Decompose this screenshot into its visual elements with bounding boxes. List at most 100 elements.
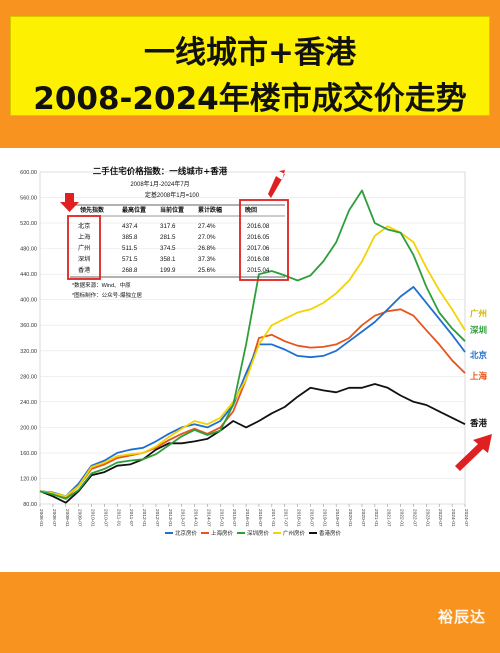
- end-label-beijing: 北京: [470, 350, 488, 360]
- down-arrow-icon-left: [60, 193, 79, 212]
- x-tick-label: 2014-07: [205, 509, 211, 527]
- inset-cell: 358.1: [160, 256, 176, 263]
- x-tick-label: 2013-07: [180, 509, 186, 527]
- legend-label-shenzhen: 深圳房价: [247, 529, 270, 537]
- x-tick-label: 2023-07: [437, 509, 443, 527]
- x-tick-label: 2008-07: [51, 509, 57, 527]
- inset-cell: 上海: [78, 233, 90, 241]
- x-tick-label: 2019-07: [334, 509, 340, 527]
- line-chart: 600.00 560.00 520.00 480.00 440.00 400.00 360.…: [20, 166, 492, 537]
- end-label-hongkong: 香港: [469, 418, 488, 428]
- x-tick-label: 2017-01: [270, 509, 276, 527]
- inset-subtitle-1: 2008年1月-2024年7月: [130, 180, 189, 188]
- series-line-hongkong: [39, 383, 466, 504]
- inset-cell: 26.8%: [198, 245, 216, 252]
- inset-note-1: *数据来源：Wind、中原: [72, 281, 131, 289]
- inset-cell: 374.5: [160, 245, 176, 252]
- inset-header: 当前位置: [160, 206, 184, 214]
- inset-cell: 2016.08: [247, 223, 270, 230]
- x-tick-label: 2018-01: [296, 509, 302, 527]
- inset-cell: 广州: [78, 244, 90, 252]
- inset-cell: 437.4: [122, 223, 138, 230]
- series-line-beijing: [39, 285, 466, 498]
- y-tick-label: 120.00: [20, 476, 37, 482]
- legend-label-guangzhou: 广州房价: [283, 529, 306, 537]
- series-line-shenzhen: [39, 189, 466, 500]
- inset-cell: 2016.08: [247, 256, 270, 263]
- inset-cell: 571.5: [122, 256, 138, 263]
- x-tick-label: 2010-01: [90, 509, 96, 527]
- inset-header: 领先指数: [80, 206, 105, 214]
- x-tick-label: 2024-07: [463, 509, 469, 527]
- legend-label-beijing: 北京房价: [175, 529, 198, 537]
- inset-header: 最高位置: [122, 206, 146, 214]
- y-tick-label: 360.00: [20, 323, 37, 329]
- plot-frame: [39, 171, 466, 505]
- chart-card: 600.00 560.00 520.00 480.00 440.00 400.00 360.…: [0, 148, 500, 572]
- highlight-box-dates: [239, 199, 289, 281]
- x-tick-label: 2015-01: [218, 509, 224, 527]
- inset-cell: 27.4%: [198, 223, 216, 230]
- watermark: 裕辰达: [437, 608, 486, 626]
- x-tick-label: 2023-01: [424, 509, 430, 527]
- legend-label-hongkong: 香港房价: [319, 529, 342, 537]
- y-tick-label: 520.00: [20, 221, 37, 227]
- inset-cell: 317.6: [160, 223, 176, 230]
- end-label-shenzhen: 深圳: [470, 325, 487, 335]
- inset-cell: 511.5: [122, 245, 138, 252]
- inset-cell: 27.0%: [198, 234, 216, 241]
- y-tick-label: 320.00: [20, 349, 37, 355]
- x-tick-label: 2012-07: [154, 509, 160, 527]
- y-tick-label: 560.00: [20, 196, 37, 202]
- y-tick-label: 160.00: [20, 451, 37, 457]
- inset-cell: 2015.04: [247, 267, 270, 274]
- title-line-1: 一线城市+香港: [144, 35, 356, 71]
- inset-cell: 385.8: [122, 234, 138, 241]
- x-tick-label: 2014-01: [193, 509, 199, 527]
- y-tick-label: 400.00: [20, 298, 37, 304]
- inset-title: 二手住宅价格指数：一线城市+香港: [93, 166, 228, 177]
- title-banner: 一线城市+香港 2008-2024年楼市成交价走势: [10, 16, 490, 117]
- title-line-2: 2008-2024年楼市成交价走势: [33, 81, 467, 117]
- inset-cell: 25.6%: [198, 267, 216, 274]
- inset-note-2: *图标制作：公众号-爆独立居: [72, 291, 142, 299]
- inset-cell: 281.5: [160, 234, 176, 241]
- x-tick-label: 2021-01: [373, 509, 379, 527]
- series-line-guangzhou: [39, 225, 466, 498]
- inset-cell: 2016.05: [247, 234, 270, 241]
- x-tick-label: 2011-01: [115, 509, 121, 527]
- x-tick-label: 2020-01: [347, 509, 353, 527]
- x-tick-label: 2022-07: [411, 509, 417, 527]
- x-tick-label: 2024-01: [450, 509, 456, 527]
- x-tick-label: 2009-07: [77, 509, 83, 527]
- x-tick-label: 2019-01: [321, 509, 327, 527]
- x-tick-label: 2020-07: [360, 509, 366, 527]
- x-tick-label: 2022-01: [399, 509, 405, 527]
- x-tick-label: 2008-01: [38, 509, 44, 527]
- down-arrow-icon-right: [268, 170, 285, 198]
- y-tick-label: 280.00: [20, 374, 37, 380]
- x-tick-label: 2021-07: [386, 509, 392, 527]
- x-tick-label: 2016-07: [257, 509, 263, 527]
- end-label-guangzhou: 广州: [470, 308, 487, 318]
- x-tick-label: 2016-01: [244, 509, 250, 527]
- x-tick-label: 2018-07: [308, 509, 314, 527]
- inset-cell: 199.9: [160, 267, 176, 274]
- inset-cell: 2017.06: [247, 245, 270, 252]
- y-tick-label: 480.00: [20, 247, 37, 253]
- x-tick-label: 2012-01: [141, 509, 147, 527]
- x-tick-label: 2011-07: [128, 509, 134, 527]
- inset-header: 晚回: [245, 206, 257, 214]
- x-tick-label: 2017-07: [283, 509, 289, 527]
- x-tick-label: 2009-01: [64, 509, 70, 527]
- inset-subtitle-2: 定基2008年1月=100: [145, 191, 200, 199]
- x-tick-label: 2013-01: [167, 509, 173, 527]
- inset-cell: 37.3%: [198, 256, 216, 263]
- inset-header: 累计跌幅: [198, 206, 222, 214]
- highlight-box-cities: [67, 215, 101, 280]
- red-arrow-icon: [455, 434, 492, 471]
- inset-cell: 深圳: [78, 255, 90, 263]
- y-tick-label: 440.00: [20, 272, 37, 278]
- end-label-shanghai: 上海: [470, 371, 488, 381]
- legend-label-shanghai: 上海房价: [211, 529, 234, 537]
